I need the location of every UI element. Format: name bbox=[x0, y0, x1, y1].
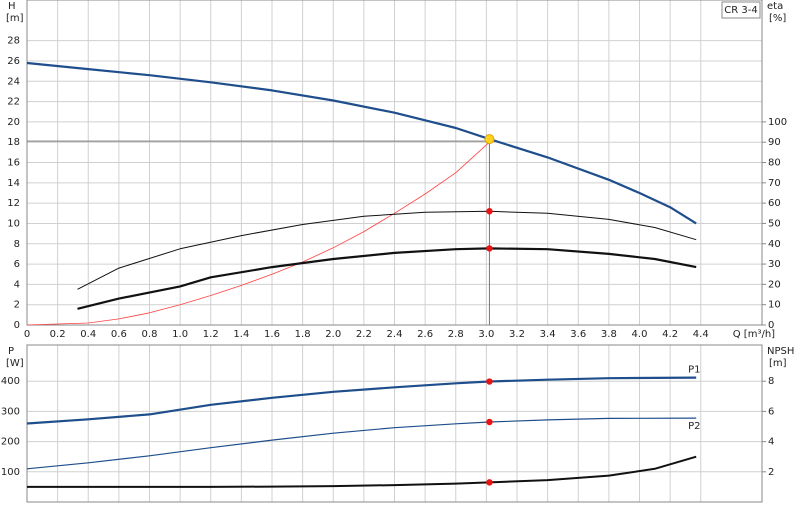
y2-tick-label: 0 bbox=[768, 320, 774, 331]
y2-tick-label: 80 bbox=[768, 158, 781, 169]
curve bbox=[77, 210, 697, 290]
y2-axis-title: NPSH bbox=[767, 346, 794, 357]
operating-point bbox=[484, 134, 495, 145]
y2-tick-label: 2 bbox=[768, 467, 774, 478]
curve-label: P1 bbox=[688, 365, 700, 376]
x-tick-label: 0.6 bbox=[111, 329, 127, 340]
y2-axis-title: eta bbox=[767, 1, 783, 12]
y2-axis-unit: [m] bbox=[769, 358, 787, 369]
x-tick-label: 4.2 bbox=[662, 329, 678, 340]
x-tick-label: 4.4 bbox=[693, 329, 709, 340]
y-tick-label: 22 bbox=[7, 97, 20, 108]
x-tick-label: 0.2 bbox=[50, 329, 66, 340]
y-tick-label: 12 bbox=[7, 198, 20, 209]
y2-tick-label: 30 bbox=[768, 259, 781, 270]
y-tick-label: 26 bbox=[7, 56, 20, 67]
y2-tick-label: 100 bbox=[768, 117, 787, 128]
y-axis-unit: [m] bbox=[6, 13, 24, 24]
x-tick-label: 3.6 bbox=[570, 329, 586, 340]
x-tick-label: 2.0 bbox=[325, 329, 341, 340]
operating-point bbox=[486, 378, 493, 385]
y2-tick-label: 8 bbox=[768, 376, 774, 387]
y-tick-label: 14 bbox=[7, 178, 20, 189]
operating-point bbox=[486, 245, 493, 252]
y-tick-label: 400 bbox=[1, 376, 20, 387]
operating-point bbox=[486, 418, 493, 426]
x-tick-label: 1.0 bbox=[172, 329, 188, 340]
y-tick-label: 18 bbox=[7, 137, 20, 148]
y-tick-label: 4 bbox=[14, 279, 20, 290]
curve-label: P2 bbox=[688, 421, 700, 432]
operating-point bbox=[486, 479, 493, 486]
model-label: CR 3-4 bbox=[724, 5, 757, 16]
y2-tick-label: 20 bbox=[768, 279, 781, 290]
y2-tick-label: 40 bbox=[768, 239, 781, 250]
y2-axis-unit: [%] bbox=[769, 13, 786, 24]
y2-tick-label: 4 bbox=[768, 437, 774, 448]
x-tick-label: 1.2 bbox=[203, 329, 219, 340]
y-tick-label: 24 bbox=[7, 76, 20, 87]
x-tick-label: 0.4 bbox=[80, 329, 96, 340]
x-tick-label: 2.2 bbox=[356, 329, 372, 340]
x-tick-label: 1.6 bbox=[264, 329, 280, 340]
y-tick-label: 16 bbox=[7, 158, 20, 169]
y2-tick-label: 10 bbox=[768, 300, 781, 311]
y2-tick-label: 50 bbox=[768, 218, 781, 229]
plot-frame bbox=[26, 0, 763, 326]
y-tick-label: 2 bbox=[14, 300, 20, 311]
curve bbox=[26, 61, 697, 225]
y2-tick-label: 90 bbox=[768, 137, 781, 148]
x-tick-label: 2.6 bbox=[417, 329, 433, 340]
y-tick-label: 200 bbox=[1, 437, 20, 448]
x-tick-label: 0 bbox=[24, 329, 30, 340]
x-tick-label: 3.4 bbox=[540, 329, 556, 340]
y-axis-unit: [W] bbox=[6, 358, 24, 369]
y-axis-title: H bbox=[8, 1, 16, 12]
y-tick-label: 0 bbox=[14, 320, 20, 331]
x-axis-title: Q [m³/h] bbox=[733, 329, 775, 340]
y2-tick-label: 60 bbox=[768, 198, 781, 209]
x-tick-label: 1.4 bbox=[233, 329, 249, 340]
x-tick-label: 3.8 bbox=[601, 329, 617, 340]
y-axis-title: P bbox=[8, 346, 14, 357]
y-tick-label: 100 bbox=[1, 467, 20, 478]
curve bbox=[26, 141, 490, 326]
operating-point bbox=[486, 208, 493, 215]
x-tick-label: 3.2 bbox=[509, 329, 525, 340]
curve bbox=[26, 417, 697, 470]
y-tick-label: 300 bbox=[1, 406, 20, 417]
y2-tick-label: 70 bbox=[768, 178, 781, 189]
curve bbox=[77, 247, 697, 310]
curve bbox=[26, 376, 697, 425]
x-tick-label: 0.8 bbox=[142, 329, 158, 340]
y-tick-label: 10 bbox=[7, 218, 20, 229]
model-label-box bbox=[721, 1, 761, 19]
y-tick-label: 8 bbox=[14, 239, 20, 250]
curve bbox=[27, 455, 697, 488]
y-tick-label: 28 bbox=[7, 36, 20, 47]
y-tick-label: 6 bbox=[14, 259, 20, 270]
x-tick-label: 2.8 bbox=[448, 329, 464, 340]
x-tick-label: 3.0 bbox=[478, 329, 494, 340]
y-tick-label: 20 bbox=[7, 117, 20, 128]
x-tick-label: 1.8 bbox=[295, 329, 311, 340]
x-tick-label: 2.4 bbox=[387, 329, 403, 340]
x-tick-label: 4.0 bbox=[632, 329, 648, 340]
y2-tick-label: 6 bbox=[768, 406, 774, 417]
